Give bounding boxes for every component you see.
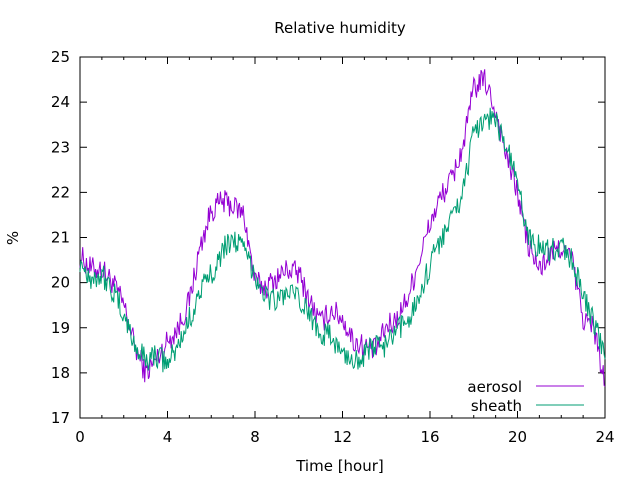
- x-tick-label: 20: [508, 428, 527, 446]
- legend: aerosol sheath: [467, 378, 584, 415]
- series-line-aerosol: [79, 69, 606, 387]
- x-tick-label: 8: [250, 428, 260, 446]
- legend-label-aerosol: aerosol: [467, 378, 522, 396]
- chart-title: Relative humidity: [274, 19, 406, 37]
- y-tick-label: 19: [51, 319, 70, 337]
- axis-ticks: 17 18 19 20 21 22 23 24 25 0 4 8 12 16 20 24: [51, 48, 615, 446]
- x-tick-label: 0: [75, 428, 85, 446]
- series-line-sheath: [79, 107, 606, 373]
- legend-label-sheath: sheath: [471, 397, 522, 415]
- y-tick-label: 21: [51, 229, 70, 247]
- x-tick-label: 4: [163, 428, 173, 446]
- series-layer: [79, 69, 606, 387]
- y-tick-label: 22: [51, 183, 70, 201]
- x-axis-label: Time [hour]: [295, 457, 384, 475]
- y-tick-label: 24: [51, 93, 70, 111]
- x-tick-label: 24: [595, 428, 614, 446]
- y-tick-label: 25: [51, 48, 70, 66]
- x-tick-label: 16: [420, 428, 439, 446]
- y-tick-label: 23: [51, 138, 70, 156]
- y-axis-label: %: [4, 231, 22, 245]
- x-tick-label: 12: [333, 428, 352, 446]
- y-tick-label: 18: [51, 364, 70, 382]
- y-tick-label: 17: [51, 409, 70, 427]
- y-tick-label: 20: [51, 274, 70, 292]
